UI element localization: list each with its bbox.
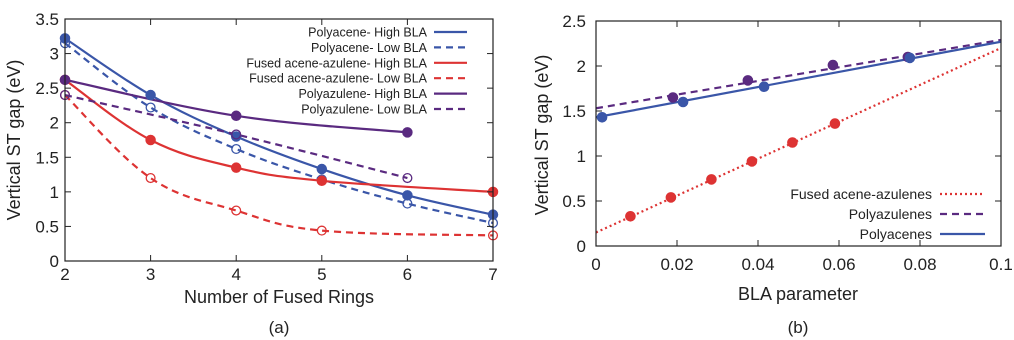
x-tick-label: 2 [60, 265, 69, 284]
data-point-fused-acene-azulenes [706, 174, 717, 185]
x-tick-label: 0.06 [822, 255, 855, 274]
fit-line-polyacenes [596, 40, 1001, 119]
panel-a: 2 3 4 5 6 7 0 0.5 1 1.5 2 2.5 3 3.5 Polyacene- High B… [4, 10, 499, 337]
plot-frame-a [64, 18, 494, 262]
data-point-polyacenes [904, 52, 916, 64]
legend-label: Fused acene-azulene- Low BLA [249, 72, 428, 86]
fit-line-fused-acene-azulenes [596, 46, 1001, 234]
data-point-fused-acene-azulene-low-bla [145, 172, 156, 184]
series-line-fused-acene-azulene-high-bla [65, 78, 493, 193]
x-tick-label: 4 [231, 265, 240, 284]
legend-label: Polyazulene- Low BLA [301, 103, 427, 117]
data-point-fused-acene-azulenes [746, 156, 758, 167]
y-tick-label: 3 [50, 45, 59, 64]
x-tick-label: 7 [488, 265, 497, 284]
data-point-polyazulenes [667, 92, 679, 103]
data-point-polyazulene-low-bla [402, 172, 413, 184]
y-tick-label: 2 [50, 114, 59, 133]
legend-label: Fused acene-azulene- High BLA [246, 56, 427, 70]
series-line-fused-acene-azulene-low-bla [65, 94, 493, 237]
fit-line-polyazulenes [596, 38, 1001, 110]
y-tick-label: 2.5 [35, 79, 59, 98]
panel-label-b: (b) [788, 318, 809, 337]
data-point-fused-acene-azulenes [787, 137, 798, 148]
y-tick-label: 0.5 [562, 192, 586, 211]
legend-label: Polyazulenes [849, 206, 932, 222]
x-tick-label: 0 [591, 255, 600, 274]
y-tick-label: 2 [577, 57, 586, 76]
x-tick-label: 3 [146, 265, 155, 284]
data-point-fused-acene-azulenes [625, 211, 636, 222]
data-point-polyacenes [596, 112, 608, 123]
plot-frame-b [595, 20, 1002, 247]
y-tick-label: 0.5 [35, 217, 59, 236]
legend-label: Polyacene- High BLA [308, 26, 427, 40]
y-tick-label: 0 [577, 237, 586, 256]
x-tick-label: 0.08 [903, 255, 936, 274]
data-point-polyacene-low-bla [402, 198, 413, 209]
y-tick-label: 1.5 [35, 148, 59, 167]
data-point-fused-acene-azulenes [665, 192, 677, 203]
series-line-polyazulene-low-bla [65, 93, 408, 180]
data-point-fused-acene-azulene-low-bla [316, 225, 327, 236]
x-tick-label: 0.02 [660, 255, 693, 274]
data-point-fused-acene-azulene-high-bla [230, 162, 242, 173]
data-point-polyazulenes [742, 75, 754, 86]
data-point-polyacenes [677, 96, 689, 108]
data-point-polyazulene-high-bla [230, 110, 242, 122]
panel-b: 0 0.02 0.04 0.06 0.08 0.1 0 0.5 1 1.5 2 2.5 Fused a… [532, 12, 1013, 337]
x-tick-label: 6 [403, 265, 412, 284]
data-point-fused-acene-azulene-low-bla [231, 205, 242, 216]
data-point-polyacene-low-bla [145, 102, 156, 113]
data-point-polyacene-high-bla [402, 190, 413, 201]
legend-b: Fused acene-azulenes Polyazulenes Polyacen… [790, 186, 985, 242]
series-line-polyacene-high-bla [65, 37, 493, 216]
legend-label: Polyacenes [860, 226, 932, 242]
data-point-fused-acene-azulenes [829, 118, 841, 129]
y-tick-label: 1.5 [562, 102, 586, 121]
y-tick-label: 2.5 [562, 12, 586, 31]
y-tick-label: 1 [577, 147, 586, 166]
data-point-polyacene-low-bla [231, 143, 242, 155]
data-point-polyacene-high-bla [316, 163, 328, 175]
data-point-polyazulene-high-bla [402, 127, 413, 138]
x-tick-label: 5 [317, 265, 326, 284]
panel-label-a: (a) [269, 318, 290, 337]
legend-label: Polyazulene- High BLA [298, 87, 427, 101]
data-point-fused-acene-azulene-high-bla [145, 134, 156, 146]
legend-label: Fused acene-azulenes [790, 186, 932, 202]
x-tick-label: 0.04 [741, 255, 774, 274]
y-axis-label-a: Vertical ST gap (eV) [4, 60, 24, 221]
x-axis-label-a: Number of Fused Rings [184, 287, 374, 307]
legend-label: Polyacene- Low BLA [311, 41, 428, 55]
data-point-polyacene-high-bla [145, 89, 156, 101]
y-tick-label: 1 [50, 183, 59, 202]
data-point-polyazulenes [827, 59, 839, 71]
y-tick-label: 0 [50, 252, 59, 271]
y-tick-label: 3.5 [35, 10, 59, 29]
data-point-polyazulene-low-bla [231, 129, 242, 140]
x-axis-label-b: BLA parameter [738, 284, 858, 304]
series-line-polyacene-low-bla [65, 42, 493, 225]
x-tick-label: 0.1 [989, 255, 1013, 274]
data-point-fused-acene-azulene-high-bla [316, 175, 328, 187]
y-axis-label-b: Vertical ST gap (eV) [532, 55, 552, 216]
data-point-polyacenes [758, 81, 770, 92]
